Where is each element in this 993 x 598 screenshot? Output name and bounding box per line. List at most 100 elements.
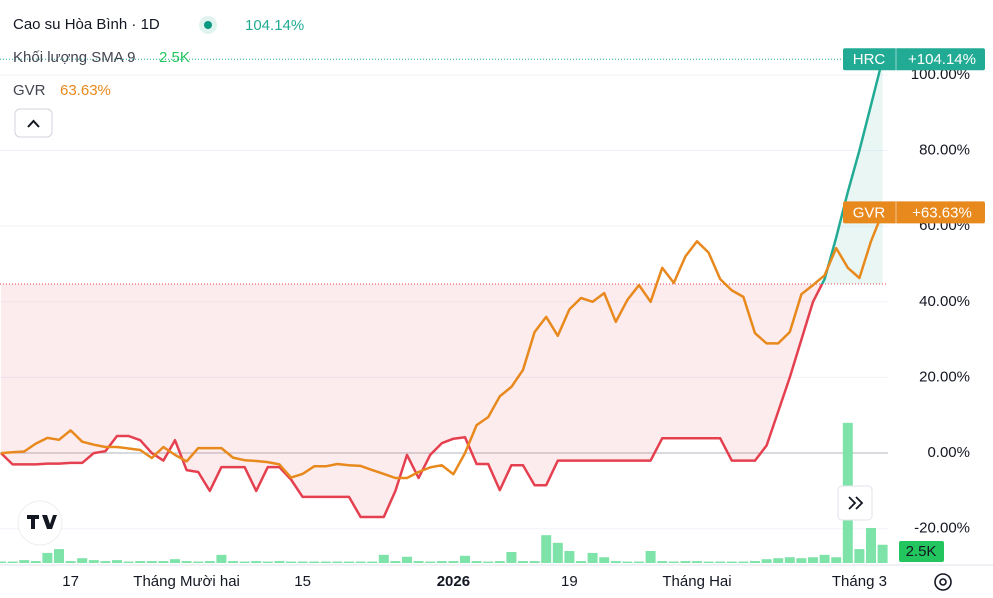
volume-bar [494,561,505,563]
volume-bar [587,552,598,563]
volume-bar [332,561,343,563]
volume-bar [146,561,157,563]
volume-tag-value: 2.5K [906,543,937,560]
plot [0,58,888,563]
legend-title: GVR [13,82,46,99]
volume-bar [193,561,204,563]
volume-bar [170,559,180,563]
volume-bar [529,561,540,563]
x-tick-label: 2026 [437,573,470,590]
scroll-icon [848,496,864,510]
volume-bar [262,561,273,563]
y-tick-label: 80.00% [919,141,970,158]
tag-value: +63.63% [912,204,972,221]
volume-bar [668,561,679,563]
volume-bar [506,551,517,563]
volume-bar [42,552,53,563]
x-tick-label: Tháng 3 [832,573,887,590]
volume-bar [251,561,262,563]
volume-bar [88,560,99,563]
volume-bar [866,527,876,563]
tag-value: +104.14% [908,51,976,68]
x-tick-label: Tháng Hai [662,573,731,590]
logo [27,515,57,529]
volume-bar [228,561,238,563]
volume-bar [483,561,494,563]
volume-bar [448,561,459,563]
tag-name: HRC [853,51,886,68]
legend-value: 63.63% [60,82,111,99]
volume-bar [703,561,714,563]
volume-bar [518,561,528,563]
volume-bar [750,561,760,563]
legend-title: Cao su Hòa Bình · 1D [13,16,160,33]
collapse-icon [27,119,40,128]
volume-bar [390,561,401,563]
x-tick-label: Tháng Mười hai [133,573,240,590]
volume-bar [54,549,64,563]
volume-bar [738,561,749,563]
volume-bar [541,535,552,563]
volume-bar [784,557,795,563]
volume-bar [854,549,865,563]
volume-bar [436,561,447,563]
volume-bar [286,561,296,563]
volume-bar [680,561,691,563]
tag-name: GVR [853,204,886,221]
settings-icon[interactable] [934,573,952,591]
volume-bar [413,561,424,563]
volume-bar [796,558,807,563]
volume-bar [158,561,169,563]
volume-bar [297,561,308,563]
volume-bar [610,561,621,563]
volume-bar [877,544,888,563]
legend-title: Khối lượng SMA 9 [13,49,135,66]
volume-bar [831,557,842,563]
volume-bar [30,561,41,563]
volume-bar [77,558,88,563]
legend-value: 2.5K [159,49,190,66]
volume-bar [645,551,656,563]
volume-bar [123,561,134,563]
volume-bar [425,561,436,563]
volume-bar [65,561,76,563]
x-tick-label: 17 [62,573,79,590]
volume-bar [100,561,111,563]
collapse-button[interactable] [14,108,53,138]
volume-bar [112,560,122,563]
volume-bar [7,561,18,563]
volume-bar [761,559,772,563]
price-tag [843,48,985,71]
volume-bar [181,561,192,563]
volume-bar [773,558,784,563]
y-tick-label: -20.00% [914,520,970,537]
x-tick-label: 15 [294,573,311,590]
volume-bar [367,561,378,563]
volume-bar [239,561,250,563]
volume-bar [692,561,702,563]
baseline-area [1,59,883,517]
volume-bar [576,561,586,563]
volume-bar [402,556,412,563]
volume-bar [657,561,668,563]
legend-value: 104.14% [245,17,304,34]
volume-bar [216,554,227,563]
x-tick-label: 19 [561,573,578,590]
volume-bar [135,561,146,563]
volume-bar [309,561,320,563]
price-tag [843,201,985,224]
logo-badge[interactable] [17,500,63,546]
volume-bar [378,554,389,563]
status-dot [204,21,212,29]
volume-bar [599,557,610,563]
volume-bar [204,561,215,563]
volume-bar [355,561,366,563]
volume-bar [460,555,470,563]
volume-tag [899,541,944,562]
volume-bar [819,554,830,563]
volume-bar [471,561,482,563]
volume-bar [808,557,818,563]
settings-icon-core [939,578,947,586]
y-tick-label: 20.00% [919,368,970,385]
